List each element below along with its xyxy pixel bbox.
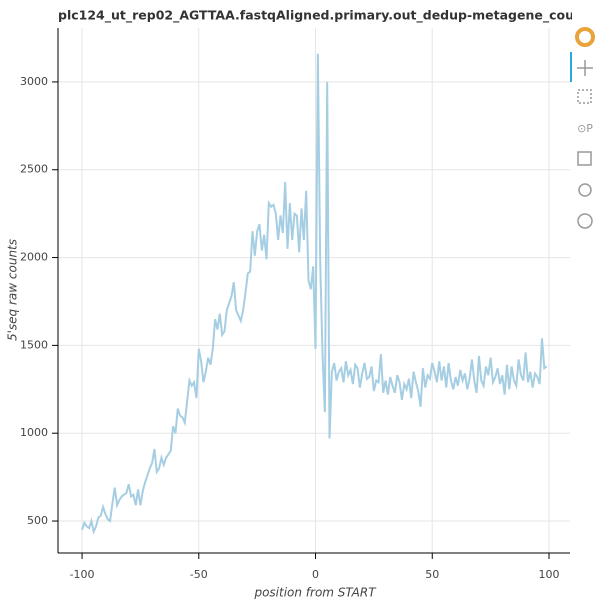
x-tick-label: 50 (425, 568, 439, 581)
y-tick-label: 3000 (20, 75, 48, 88)
x-tick-label: 100 (538, 568, 559, 581)
y-tick-label: 2000 (20, 251, 48, 264)
y-tick-label: 1500 (20, 338, 48, 351)
chart-title: plc124_ut_rep02_AGTTAA.fastqAligned.prim… (58, 8, 600, 24)
y-tick-label: 500 (27, 514, 48, 527)
box-zoom-tool[interactable] (577, 89, 592, 104)
y-tick-label: 2500 (20, 163, 48, 176)
wheel-zoom-tool[interactable]: ⊙P (577, 122, 593, 135)
bokeh-logo[interactable] (575, 27, 595, 47)
x-axis-label: position from START (253, 586, 377, 600)
y-axis-label: 5'seq raw counts (6, 239, 20, 341)
reset-tool[interactable] (578, 183, 592, 197)
pan-tool[interactable] (577, 60, 593, 76)
x-tick-label: -100 (70, 568, 95, 581)
data-line (81, 53, 548, 535)
x-tick-label: -50 (190, 568, 208, 581)
save-tool[interactable] (577, 151, 592, 166)
toolbar: ⊙P (570, 27, 595, 229)
help-tool[interactable] (577, 213, 593, 229)
x-tick-label: 0 (312, 568, 319, 581)
y-tick-label: 1000 (20, 426, 48, 439)
